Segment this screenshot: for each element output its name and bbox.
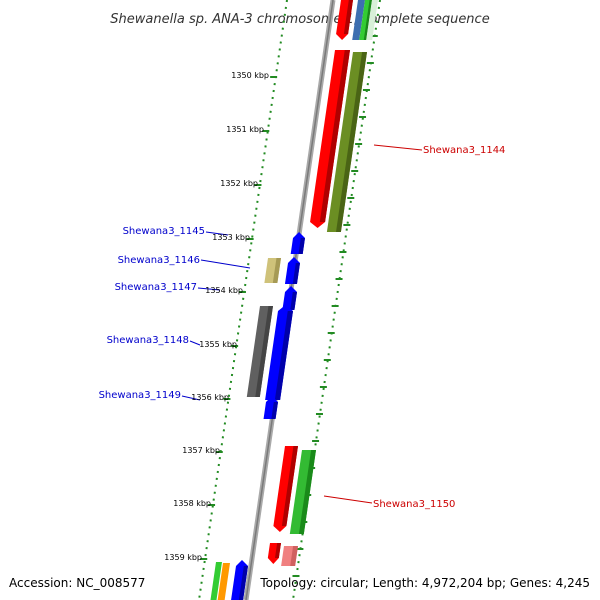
gene-bottom-blue-shade [238,566,248,600]
gene-label-1149[interactable]: Shewana3_1149 [99,390,181,401]
gene-tan-1146-shade [272,258,281,283]
tick-label: 1356 kbp [191,393,229,402]
tick-label: 1358 kbp [173,499,211,508]
gene-top-blue[interactable] [352,0,365,40]
gene-label-1145[interactable]: Shewana3_1145 [123,226,205,237]
gene-label-1150[interactable]: Shewana3_1150 [373,499,455,510]
gene-blue-1147-shade [290,292,297,310]
tick-label: 1351 kbp [226,125,264,134]
gene-pink-shade [290,546,298,566]
gene-bottom-green[interactable] [210,562,222,600]
topology-summary: Topology: circular; Length: 4,972,204 bp… [259,576,590,590]
connector-1144 [373,144,423,151]
gene-olive-1144-shade [336,52,367,232]
gene-top-pale[interactable] [366,0,378,40]
label-connectors [181,144,423,504]
genes [210,0,378,600]
tick-label: 1355 kbp [199,340,237,349]
tick-labels: 1350 kbp 1351 kbp 1352 kbp 1353 kbp 1354… [164,71,269,562]
tick-label: 1354 kbp [205,286,243,295]
tick-label: 1353 kbp [212,233,250,242]
accession-text: Accession: NC_008577 [9,576,145,590]
connector-1148 [189,340,201,346]
gene-top-green-shade [363,0,372,40]
tick-label: 1352 kbp [220,179,258,188]
gene-label-1146[interactable]: Shewana3_1146 [118,255,200,266]
gene-red-small-shade [274,543,281,558]
gene-label-1147[interactable]: Shewana3_1147 [115,282,197,293]
gene-red-reverse-shade [319,50,350,222]
gene-red-1150-shade [281,446,298,526]
connector-1149 [181,395,201,401]
gene-green-1150-shade [298,450,316,534]
gene-labels: Shewana3_1144 Shewana3_1145 Shewana3_114… [99,145,506,510]
tick-label: 1357 kbp [182,446,220,455]
tick-label: 1359 kbp [164,553,202,562]
connector-1145 [205,231,229,236]
connector-1147 [197,287,221,291]
tick-label: 1350 kbp [231,71,269,80]
gene-top-red-shade [343,0,353,34]
gene-blue-1145-shade [298,238,305,254]
gene-blue-1146-shade [292,263,300,284]
connector-1146 [200,259,251,269]
gene-blue-1149-shade [271,402,278,419]
gene-label-1144[interactable]: Shewana3_1144 [423,145,505,156]
gene-gray-1148-shade [255,306,273,397]
gene-label-1148[interactable]: Shewana3_1148 [107,335,189,346]
map-title: Shewanella sp. ANA-3 chromosome 1, compl… [110,12,489,27]
gene-blue-1148-shade [274,311,293,400]
connector-1150 [323,495,373,504]
inner-guide-line [198,0,288,600]
gene-bottom-orange[interactable] [217,563,230,600]
